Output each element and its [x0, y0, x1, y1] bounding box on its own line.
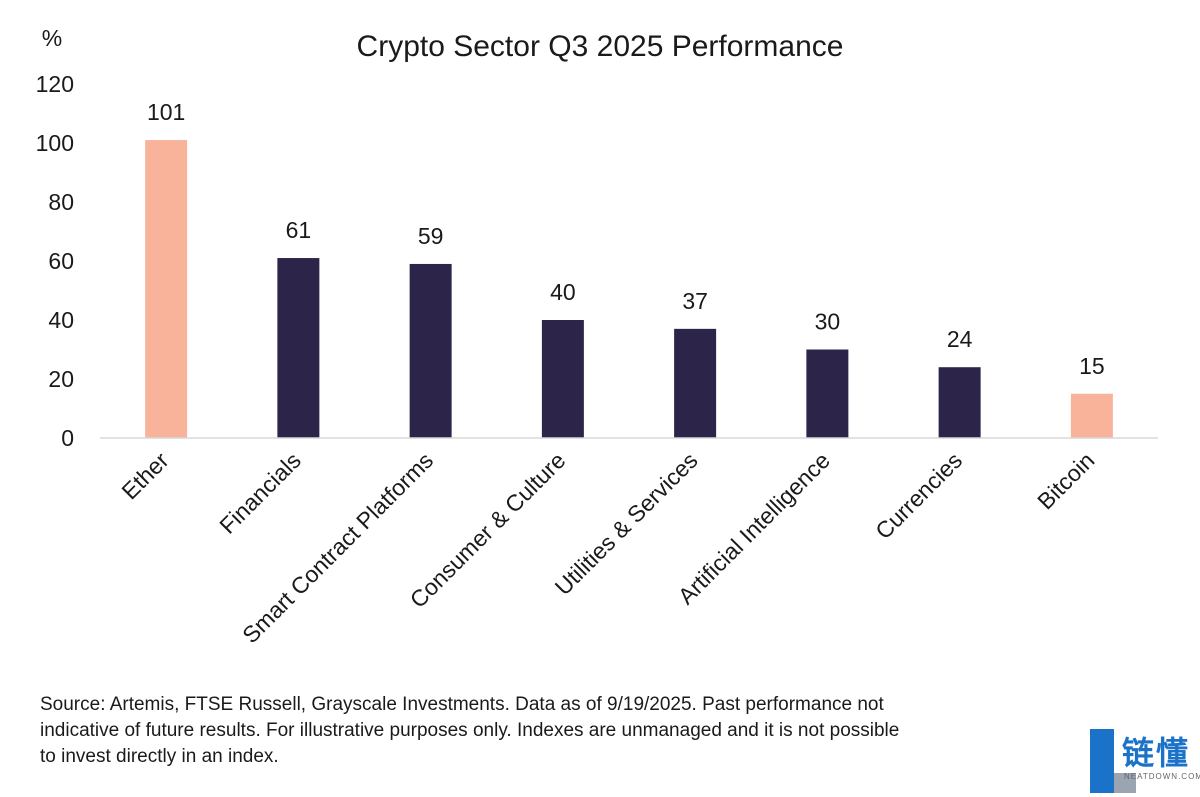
bar: [541, 320, 584, 438]
value-labels: 101 61 59 40 37 30 24 15: [147, 99, 1105, 379]
y-axis-label: %: [42, 25, 62, 51]
x-tick-label: Financials: [214, 447, 306, 539]
data-label: 24: [947, 326, 973, 352]
bar: [1070, 393, 1113, 438]
y-tick-label: 100: [36, 130, 74, 156]
y-tick-label: 60: [48, 248, 74, 274]
logo-brand-text: 链懂: [1122, 735, 1191, 771]
bar: [938, 367, 981, 438]
y-tick-label: 0: [61, 425, 74, 451]
data-label: 61: [286, 217, 312, 243]
x-tick-label: Ether: [116, 447, 173, 504]
x-tick-label: Currencies: [870, 447, 967, 544]
logo-sub-text: NEATDOWN.COM: [1124, 772, 1200, 781]
bar: [145, 140, 188, 439]
bar: [277, 258, 320, 438]
data-label: 101: [147, 99, 185, 125]
data-label: 40: [550, 279, 576, 305]
chart: Crypto Sector Q3 2025 Performance % 0 20 4…: [36, 25, 1158, 648]
y-tick-label: 80: [48, 189, 74, 215]
data-label: 59: [418, 223, 444, 249]
bars: [145, 140, 1113, 439]
bar: [806, 349, 849, 438]
y-tick-label: 40: [48, 307, 74, 333]
bar: [674, 328, 717, 438]
x-tick-label: Artificial Intelligence: [673, 447, 835, 609]
source-note: Source: Artemis, FTSE Russell, Grayscale…: [40, 694, 900, 767]
chart-title: Crypto Sector Q3 2025 Performance: [357, 30, 844, 63]
data-label: 15: [1079, 353, 1105, 379]
y-axis: 0 20 40 60 80 100 120: [36, 71, 74, 451]
watermark-logo: 链懂 NEATDOWN.COM: [1088, 726, 1200, 797]
y-tick-label: 120: [36, 71, 74, 97]
y-tick-label: 20: [48, 366, 74, 392]
logo-l-icon: [1090, 729, 1136, 793]
data-label: 37: [682, 288, 708, 314]
data-label: 30: [815, 309, 841, 335]
bar: [409, 263, 452, 438]
x-tick-label: Utilities & Services: [550, 447, 703, 600]
x-tick-label: Bitcoin: [1032, 447, 1099, 514]
